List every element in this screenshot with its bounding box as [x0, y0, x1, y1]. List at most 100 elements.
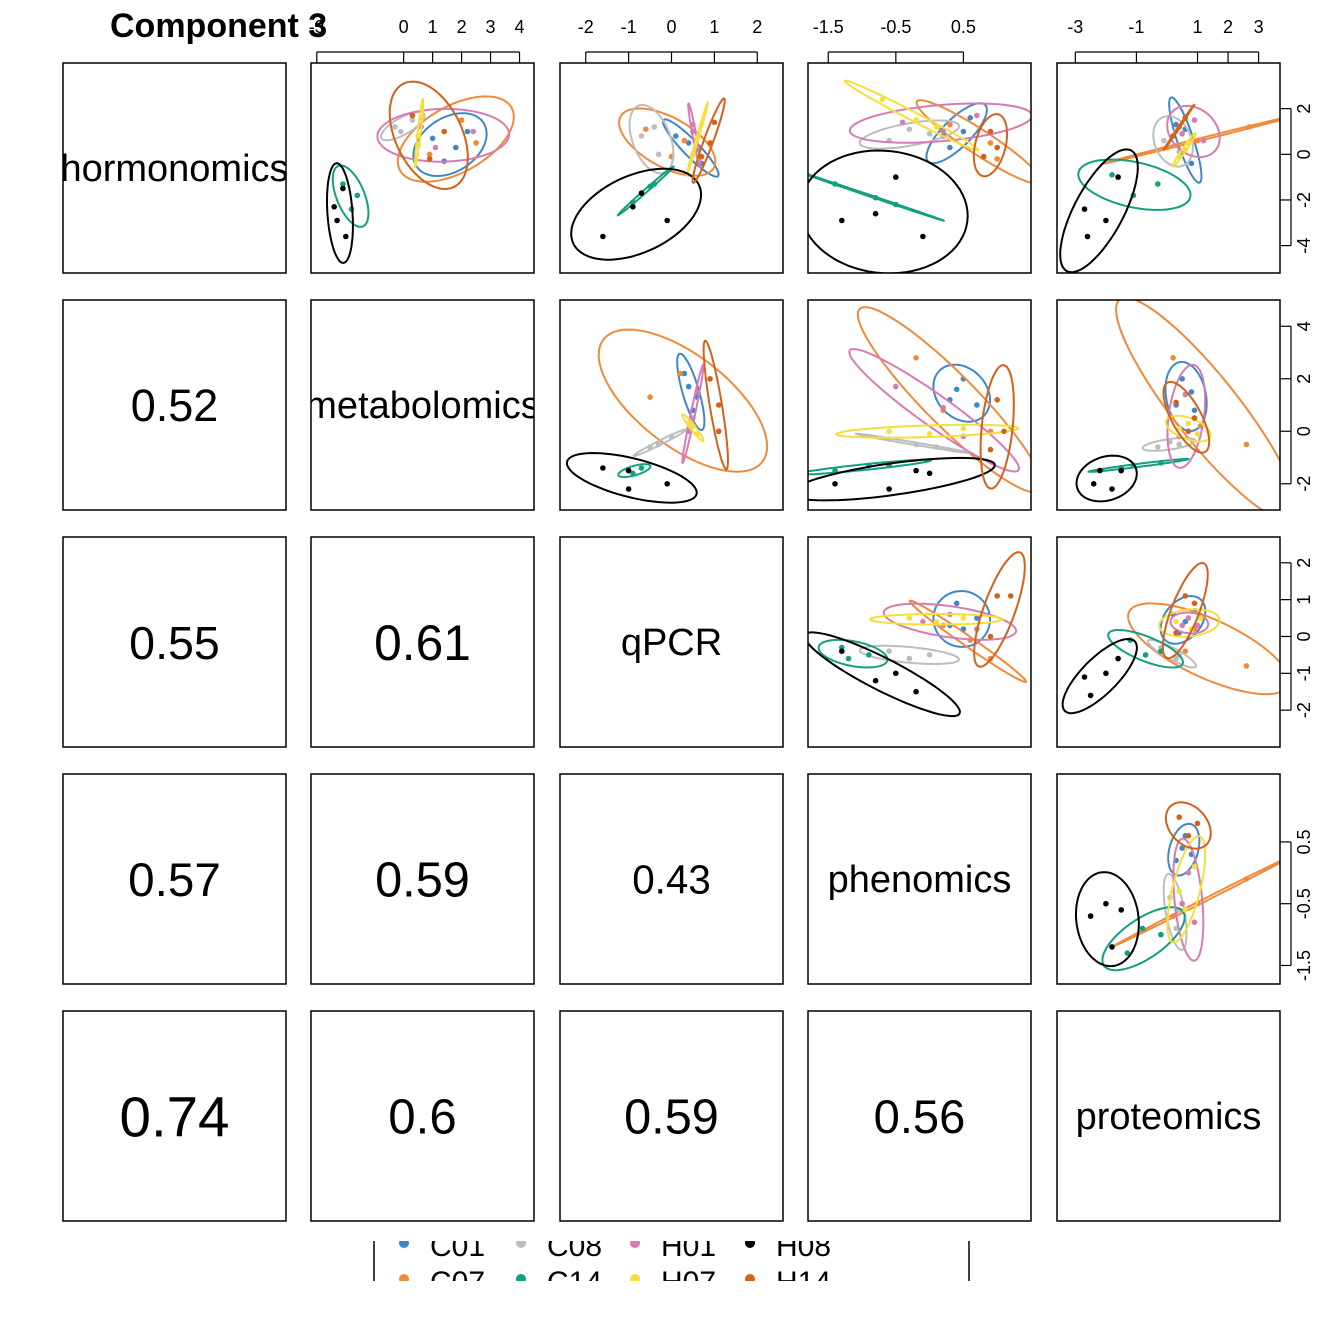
ellipse-c07 — [396, 95, 515, 183]
y-tick-label: 0 — [1294, 631, 1314, 641]
point-h07 — [1173, 618, 1179, 625]
x-tick-label: 1 — [709, 17, 719, 37]
x-tick-label: 0 — [399, 17, 409, 37]
top-axis-proteomics: -3 -1 1 2 3 — [1067, 17, 1264, 63]
panel-frame — [62, 773, 287, 985]
point-c08 — [638, 133, 645, 139]
correlation-value: 0.61 — [374, 615, 471, 671]
point-c14 — [1158, 460, 1164, 466]
point-c01 — [429, 135, 436, 142]
legend-label: H07 — [661, 1266, 716, 1299]
point-h07 — [698, 121, 705, 128]
point-h07 — [1182, 907, 1189, 913]
x-tick-label: -1.5 — [813, 17, 844, 37]
legend-marker — [745, 1241, 755, 1248]
panel-frame — [62, 536, 287, 748]
point-h14 — [711, 119, 718, 126]
point-c14 — [1124, 950, 1131, 956]
legend-marker — [745, 1274, 755, 1281]
point-h07 — [926, 431, 933, 437]
point-c01 — [673, 133, 679, 139]
point-c07 — [681, 137, 688, 144]
point-c07 — [1194, 137, 1201, 144]
point-h01 — [690, 121, 696, 128]
legend-label: H14 — [776, 1266, 831, 1299]
y-tick-label: -0.5 — [1294, 888, 1314, 919]
point-c01 — [453, 144, 459, 151]
point-c08 — [392, 124, 398, 130]
point-h07 — [906, 615, 913, 621]
point-c07 — [473, 140, 479, 146]
ellipse-h14 — [973, 551, 1026, 668]
y-tick-label: 4 — [1294, 321, 1314, 331]
point-c01 — [1179, 376, 1185, 382]
panel-frame — [559, 299, 784, 511]
ellipse-h01 — [1169, 611, 1210, 635]
point-h14 — [1170, 133, 1176, 139]
point-h07 — [418, 115, 424, 121]
correlation-value: 0.55 — [129, 617, 220, 669]
correlation-panel: 0.59 — [310, 773, 535, 985]
ellipse-c07 — [915, 99, 1031, 184]
legend-marker — [399, 1241, 409, 1248]
point-h08 — [625, 467, 632, 474]
point-h08 — [839, 648, 845, 654]
legend-item-h08: H08 — [745, 1241, 831, 1263]
legend-label: C07 — [430, 1266, 485, 1299]
point-h07 — [1197, 615, 1204, 621]
point-h14 — [1173, 399, 1179, 406]
point-h01 — [1191, 117, 1198, 123]
point-c01 — [974, 615, 980, 621]
point-h14 — [987, 633, 994, 640]
point-h14 — [409, 112, 416, 119]
x-tick-label: 1 — [1193, 17, 1203, 37]
variable-label: hormonomics — [60, 148, 288, 190]
ellipse-c14 — [808, 458, 933, 476]
point-c01 — [967, 115, 973, 121]
ellipse-h07 — [1158, 608, 1221, 638]
point-c07 — [426, 151, 433, 158]
ellipse-h14 — [388, 80, 469, 191]
ellipse-h07 — [685, 100, 709, 178]
legend-marker — [516, 1274, 526, 1281]
point-h07 — [913, 117, 919, 123]
point-h01 — [974, 112, 980, 119]
ellipse-c08 — [1162, 872, 1188, 952]
point-h08 — [893, 174, 899, 180]
variable-label: phenomics — [828, 859, 1012, 901]
legend-marker — [399, 1274, 409, 1281]
ellipse-c14 — [617, 463, 652, 479]
point-h07 — [415, 142, 422, 148]
point-h08 — [343, 233, 349, 240]
ellipse-c07 — [618, 107, 717, 177]
point-c07 — [643, 126, 649, 132]
point-h01 — [1200, 137, 1207, 144]
point-h01 — [1179, 622, 1185, 629]
x-tick-label: 2 — [457, 17, 467, 37]
ellipse-c07 — [1115, 300, 1280, 510]
ellipse-h01 — [848, 102, 1031, 144]
point-h14 — [707, 140, 713, 146]
ellipse-h01 — [1172, 837, 1205, 962]
scatter-panel-qpcr-vs-metabolomics — [559, 299, 784, 511]
point-h01 — [1185, 615, 1192, 621]
scatter-panel-proteomics-vs-qpcr — [1056, 536, 1281, 748]
correlation-panel: 0.52 — [62, 299, 287, 511]
right-axis-phenomics: -1.5 -0.5 0.5 — [1280, 829, 1314, 981]
point-h08 — [1109, 486, 1115, 492]
diag-panel-hormonomics: hormonomics — [60, 62, 288, 274]
point-h07 — [690, 151, 696, 158]
point-h07 — [694, 135, 700, 142]
legend-item-c07: C07 — [399, 1266, 485, 1299]
point-h14 — [987, 446, 994, 453]
point-c08 — [398, 128, 404, 135]
correlation-panel: 0.61 — [310, 536, 535, 748]
panel-frame — [1056, 536, 1281, 748]
point-c01 — [685, 140, 692, 146]
x-tick-label: -0.5 — [880, 17, 911, 37]
point-h01 — [893, 383, 899, 390]
point-h01 — [432, 144, 439, 151]
point-h08 — [1103, 217, 1109, 224]
point-h14 — [1185, 428, 1192, 435]
point-c07 — [913, 355, 919, 361]
